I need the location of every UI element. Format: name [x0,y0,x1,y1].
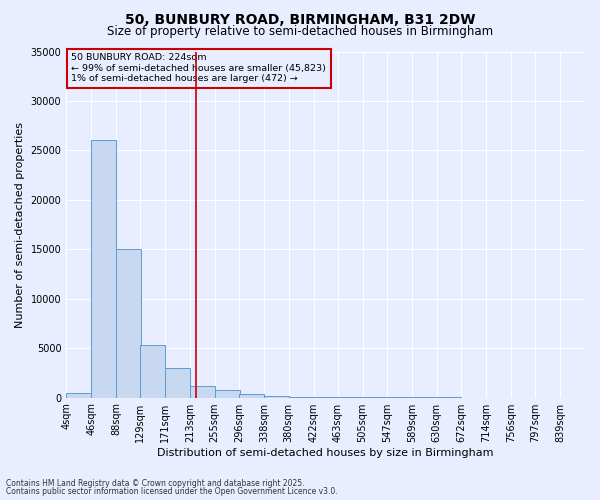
Text: 50, BUNBURY ROAD, BIRMINGHAM, B31 2DW: 50, BUNBURY ROAD, BIRMINGHAM, B31 2DW [125,12,475,26]
Bar [190,386,215,398]
Y-axis label: Number of semi-detached properties: Number of semi-detached properties [15,122,25,328]
Text: 50 BUNBURY ROAD: 224sqm
← 99% of semi-detached houses are smaller (45,823)
1% of: 50 BUNBURY ROAD: 224sqm ← 99% of semi-de… [71,53,326,83]
Bar [91,140,116,398]
Text: Size of property relative to semi-detached houses in Birmingham: Size of property relative to semi-detach… [107,25,493,38]
Bar [264,396,289,398]
Bar [66,392,91,398]
Bar [116,250,141,398]
Text: Contains public sector information licensed under the Open Government Licence v3: Contains public sector information licen… [6,487,338,496]
X-axis label: Distribution of semi-detached houses by size in Birmingham: Distribution of semi-detached houses by … [157,448,494,458]
Bar [165,368,190,398]
Bar [215,390,239,398]
Bar [140,345,165,398]
Text: Contains HM Land Registry data © Crown copyright and database right 2025.: Contains HM Land Registry data © Crown c… [6,478,305,488]
Bar [239,394,264,398]
Bar [314,397,338,398]
Bar [289,396,314,398]
